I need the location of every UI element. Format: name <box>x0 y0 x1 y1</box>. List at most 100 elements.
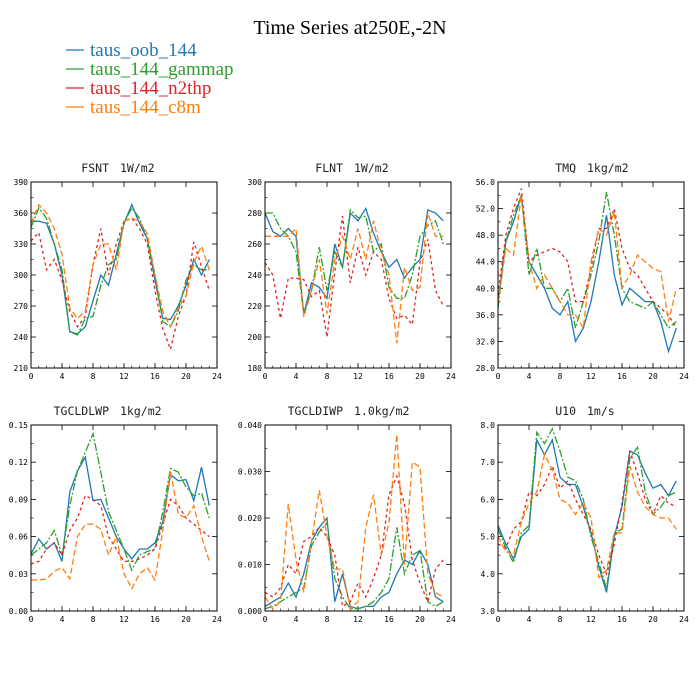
x-tick-label: 24 <box>212 615 222 624</box>
y-tick-label: 300 <box>14 271 29 280</box>
series-line-taus-144-gammap <box>498 427 677 589</box>
x-tick-label: 12 <box>586 615 596 624</box>
series-line-taus-144-c8m <box>31 470 210 591</box>
x-tick-label: 4 <box>527 615 532 624</box>
x-tick-label: 24 <box>446 372 456 381</box>
legend-label: taus_144_c8m <box>90 97 201 118</box>
x-tick-label: 20 <box>181 615 191 624</box>
x-tick-label: 4 <box>60 615 65 624</box>
x-tick-label: 20 <box>648 372 658 381</box>
panel-title: FLNT <box>315 161 343 175</box>
y-tick-label: 0.020 <box>238 514 262 523</box>
y-tick-label: 3.0 <box>481 607 496 616</box>
y-tick-label: 0.12 <box>9 458 28 467</box>
panel-flnt: FLNT 1W/m2 0 4 8 12 16 20 24 180 200 220 240 260 280 30… <box>248 161 456 381</box>
y-tick-label: 270 <box>14 302 29 311</box>
x-tick-label: 8 <box>91 615 96 624</box>
y-tick-label: 220 <box>248 302 263 311</box>
panels: FSNT 1W/m20 4 8 12 16 20 2421024027030033036039… <box>9 161 689 624</box>
plot-frame <box>497 424 685 612</box>
x-tick-label: 0 <box>263 615 268 624</box>
x-tick-label: 12 <box>119 615 129 624</box>
y-tick-label: 4.0 <box>481 570 496 579</box>
y-tick-label: 6.0 <box>481 495 496 504</box>
y-tick-label: 240 <box>14 333 29 342</box>
y-tick-label: 330 <box>14 240 29 249</box>
x-tick-label: 8 <box>91 372 96 381</box>
y-tick-label: 36.0 <box>476 311 495 320</box>
series-line-taus-oob-144 <box>498 437 677 593</box>
panel-title: FSNT <box>81 161 109 175</box>
plot-frame <box>264 181 452 369</box>
panel-units: 1kg/m2 <box>120 404 162 418</box>
y-tick-label: 28.0 <box>476 364 495 373</box>
panel-units: 1kg/m2 <box>587 161 629 175</box>
plot-frame <box>264 424 452 612</box>
panel-tgcldiwp: TGCLDIWP 1.0kg/m2 0 4 8 12 16 20 24 0.000 0.010 0.0… <box>238 404 456 624</box>
x-tick-label: 24 <box>679 372 689 381</box>
panel-units: 1m/s <box>587 404 615 418</box>
plot-frame <box>497 181 685 369</box>
x-tick-label: 8 <box>325 372 330 381</box>
x-tick-label: 0 <box>263 372 268 381</box>
y-tick-label: 0.00 <box>9 607 28 616</box>
y-tick-label: 210 <box>14 364 29 373</box>
y-tick-label: 0.06 <box>9 533 28 542</box>
series-line-taus-144-gammap <box>31 206 210 336</box>
panel-title: TMQ <box>555 161 576 175</box>
x-tick-label: 12 <box>586 372 596 381</box>
x-tick-label: 12 <box>353 372 363 381</box>
y-tick-label: 8.0 <box>481 421 496 430</box>
series-line-taus-144-c8m <box>31 203 210 329</box>
series-line-taus-144-gammap <box>265 208 444 315</box>
series-line-taus-144-n2thp <box>498 188 677 329</box>
x-tick-label: 0 <box>496 615 501 624</box>
series-line-taus-oob-144 <box>498 195 677 354</box>
y-tick-label: 180 <box>248 364 263 373</box>
x-tick-label: 16 <box>150 615 160 624</box>
series-line-taus-oob-144 <box>265 206 444 314</box>
x-tick-label: 4 <box>294 372 299 381</box>
y-tick-label: 0.030 <box>238 468 262 477</box>
series-line-taus-144-c8m <box>498 452 677 579</box>
x-tick-label: 4 <box>294 615 299 624</box>
y-tick-label: 0.15 <box>9 421 28 430</box>
x-tick-label: 16 <box>617 615 627 624</box>
x-tick-label: 8 <box>558 372 563 381</box>
x-tick-label: 16 <box>384 615 394 624</box>
y-tick-label: 52.0 <box>476 205 495 214</box>
y-tick-label: 7.0 <box>481 458 496 467</box>
series-line-taus-144-gammap <box>265 521 444 610</box>
x-tick-label: 20 <box>415 372 425 381</box>
series-line-taus-144-n2thp <box>265 474 444 608</box>
legend-label: taus_oob_144 <box>90 40 197 61</box>
x-tick-label: 16 <box>617 372 627 381</box>
x-tick-label: 0 <box>29 615 34 624</box>
x-tick-label: 24 <box>446 615 456 624</box>
panel-u10: U10 1m/s 0 4 8 12 16 20 24 3.0 4.0 5.0 6.0 7.0 8.0 <box>481 404 689 624</box>
chart-title: Time Series at250E,-2N <box>253 17 446 39</box>
x-tick-label: 4 <box>60 372 65 381</box>
series-line-taus-144-n2thp <box>498 450 677 576</box>
y-tick-label: 56.0 <box>476 178 495 187</box>
y-tick-label: 260 <box>248 240 263 249</box>
legend-label: taus_144_n2thp <box>90 78 211 99</box>
y-tick-label: 200 <box>248 333 263 342</box>
y-tick-label: 0.09 <box>9 495 28 504</box>
x-tick-label: 0 <box>29 372 34 381</box>
x-tick-label: 16 <box>384 372 394 381</box>
x-tick-label: 8 <box>558 615 563 624</box>
x-tick-label: 16 <box>150 372 160 381</box>
series-line-taus-144-n2thp <box>31 217 210 352</box>
panel-title: TGCLDLWP <box>54 404 109 418</box>
series-line-taus-144-c8m <box>265 212 444 344</box>
legend-label: taus_144_gammap <box>90 59 234 80</box>
series-line-taus-144-gammap <box>31 431 210 572</box>
x-tick-label: 12 <box>119 372 129 381</box>
plot-frame <box>30 181 218 369</box>
series-line-taus-144-c8m <box>498 195 677 331</box>
legend: taus_oob_144taus_144_gammaptaus_144_n2th… <box>66 40 234 118</box>
x-tick-label: 12 <box>353 615 363 624</box>
y-tick-label: 0.000 <box>238 607 262 616</box>
